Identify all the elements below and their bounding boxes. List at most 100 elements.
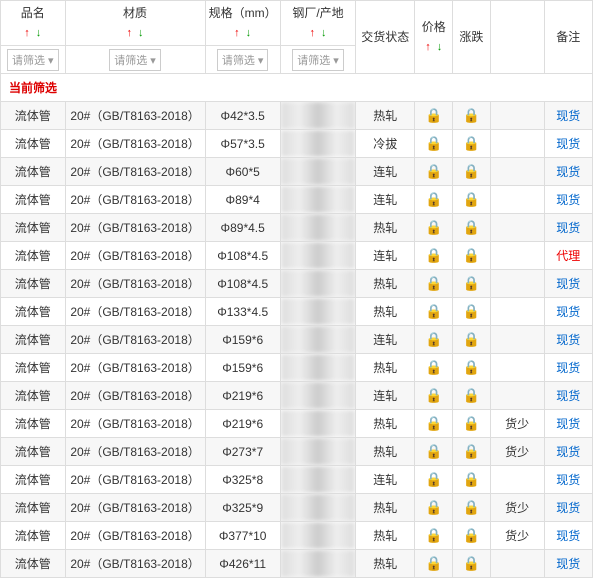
sort-down-icon[interactable]: ↓ [246, 27, 252, 39]
lock-icon: 🔒 [425, 107, 442, 123]
cell-remark[interactable]: 现货 [544, 494, 592, 522]
lock-icon: 🔒 [463, 415, 480, 431]
cell-remark[interactable]: 现货 [544, 326, 592, 354]
cell-change[interactable]: 🔒 [453, 214, 491, 242]
cell-change[interactable]: 🔒 [453, 102, 491, 130]
col-spec: 规格（mm） [208, 5, 278, 22]
lock-icon: 🔒 [425, 191, 442, 207]
cell-delivery: 热轧 [356, 270, 415, 298]
cell-change[interactable]: 🔒 [453, 130, 491, 158]
cell-price[interactable]: 🔒 [415, 354, 453, 382]
cell-price[interactable]: 🔒 [415, 326, 453, 354]
cell-change[interactable]: 🔒 [453, 186, 491, 214]
cell-remark[interactable]: 现货 [544, 186, 592, 214]
cell-price[interactable]: 🔒 [415, 466, 453, 494]
cell-name: 流体管 [1, 522, 66, 550]
cell-price[interactable]: 🔒 [415, 410, 453, 438]
cell-price[interactable]: 🔒 [415, 494, 453, 522]
table-row: 流体管20#（GB/T8163-2018）Φ89*4连轧🔒🔒现货 [1, 186, 593, 214]
filter-origin[interactable]: 请筛选 [292, 49, 344, 71]
cell-remark[interactable]: 现货 [544, 214, 592, 242]
sort-down-icon[interactable]: ↓ [437, 41, 443, 53]
cell-delivery: 连轧 [356, 186, 415, 214]
cell-price[interactable]: 🔒 [415, 186, 453, 214]
cell-price[interactable]: 🔒 [415, 242, 453, 270]
cell-price[interactable]: 🔒 [415, 382, 453, 410]
sort-down-icon[interactable]: ↓ [321, 27, 327, 39]
table-row: 流体管20#（GB/T8163-2018）Φ133*4.5热轧🔒🔒现货 [1, 298, 593, 326]
cell-change[interactable]: 🔒 [453, 354, 491, 382]
lock-icon: 🔒 [463, 275, 480, 291]
cell-price[interactable]: 🔒 [415, 158, 453, 186]
cell-remark[interactable]: 现货 [544, 438, 592, 466]
cell-name: 流体管 [1, 410, 66, 438]
col-material: 材质 [68, 5, 203, 22]
col-change: 涨跌 [453, 1, 491, 74]
cell-remark[interactable]: 现货 [544, 270, 592, 298]
lock-icon: 🔒 [425, 527, 442, 543]
cell-change[interactable]: 🔒 [453, 466, 491, 494]
cell-note [490, 382, 544, 410]
cell-name: 流体管 [1, 270, 66, 298]
cell-name: 流体管 [1, 242, 66, 270]
cell-change[interactable]: 🔒 [453, 522, 491, 550]
cell-remark[interactable]: 现货 [544, 298, 592, 326]
cell-price[interactable]: 🔒 [415, 214, 453, 242]
cell-remark[interactable]: 现货 [544, 550, 592, 578]
filter-name[interactable]: 请筛选 [7, 49, 59, 71]
filter-spec[interactable]: 请筛选 [217, 49, 269, 71]
sort-up-icon[interactable]: ↑ [24, 27, 30, 39]
cell-name: 流体管 [1, 298, 66, 326]
lock-icon: 🔒 [463, 443, 480, 459]
cell-note: 货少 [490, 522, 544, 550]
cell-price[interactable]: 🔒 [415, 270, 453, 298]
sort-up-icon[interactable]: ↑ [234, 27, 240, 39]
cell-material: 20#（GB/T8163-2018） [65, 354, 205, 382]
cell-price[interactable]: 🔒 [415, 298, 453, 326]
sort-down-icon[interactable]: ↓ [36, 27, 42, 39]
lock-icon: 🔒 [463, 191, 480, 207]
cell-name: 流体管 [1, 158, 66, 186]
cell-origin [280, 494, 355, 522]
table-row: 流体管20#（GB/T8163-2018）Φ426*11热轧🔒🔒现货 [1, 550, 593, 578]
current-filter-row: 当前筛选 [1, 74, 593, 102]
cell-remark[interactable]: 现货 [544, 410, 592, 438]
lock-icon: 🔒 [463, 359, 480, 375]
cell-change[interactable]: 🔒 [453, 550, 491, 578]
cell-price[interactable]: 🔒 [415, 522, 453, 550]
cell-price[interactable]: 🔒 [415, 550, 453, 578]
cell-change[interactable]: 🔒 [453, 382, 491, 410]
filter-material[interactable]: 请筛选 [109, 49, 161, 71]
cell-remark[interactable]: 现货 [544, 466, 592, 494]
cell-change[interactable]: 🔒 [453, 298, 491, 326]
cell-change[interactable]: 🔒 [453, 438, 491, 466]
cell-origin [280, 550, 355, 578]
cell-change[interactable]: 🔒 [453, 494, 491, 522]
cell-material: 20#（GB/T8163-2018） [65, 298, 205, 326]
cell-name: 流体管 [1, 130, 66, 158]
cell-change[interactable]: 🔒 [453, 158, 491, 186]
sort-up-icon[interactable]: ↑ [127, 27, 133, 39]
cell-remark[interactable]: 现货 [544, 382, 592, 410]
cell-delivery: 冷拔 [356, 130, 415, 158]
cell-change[interactable]: 🔒 [453, 242, 491, 270]
cell-change[interactable]: 🔒 [453, 270, 491, 298]
cell-change[interactable]: 🔒 [453, 326, 491, 354]
sort-up-icon[interactable]: ↑ [425, 41, 431, 53]
cell-remark[interactable]: 现货 [544, 158, 592, 186]
cell-change[interactable]: 🔒 [453, 410, 491, 438]
cell-material: 20#（GB/T8163-2018） [65, 550, 205, 578]
cell-price[interactable]: 🔒 [415, 102, 453, 130]
cell-remark[interactable]: 现货 [544, 130, 592, 158]
cell-remark[interactable]: 现货 [544, 522, 592, 550]
cell-remark[interactable]: 代理 [544, 242, 592, 270]
sort-up-icon[interactable]: ↑ [310, 27, 316, 39]
header-row-labels: 品名↑↓ 材质↑↓ 规格（mm）↑↓ 钢厂/产地↑↓ 交货状态 价格↑↓ 涨跌 … [1, 1, 593, 46]
sort-down-icon[interactable]: ↓ [138, 27, 144, 39]
cell-price[interactable]: 🔒 [415, 130, 453, 158]
cell-remark[interactable]: 现货 [544, 354, 592, 382]
cell-price[interactable]: 🔒 [415, 438, 453, 466]
cell-remark[interactable]: 现货 [544, 102, 592, 130]
cell-origin [280, 102, 355, 130]
cell-spec: Φ273*7 [205, 438, 280, 466]
